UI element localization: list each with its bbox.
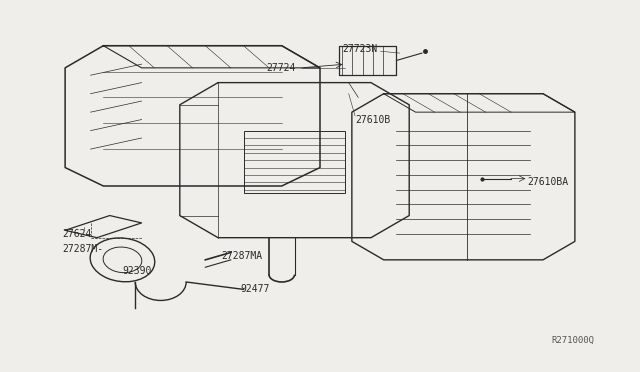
Text: 27610B: 27610B [355, 115, 390, 125]
Text: 27287M-: 27287M- [62, 244, 103, 254]
Text: 27624: 27624 [62, 229, 92, 239]
Text: 92477: 92477 [241, 284, 269, 294]
Text: 27724: 27724 [266, 63, 295, 73]
Text: R271000Q: R271000Q [551, 336, 594, 345]
Text: 27610BA: 27610BA [527, 177, 568, 187]
Text: 92390: 92390 [122, 266, 152, 276]
Text: 27287MA: 27287MA [221, 251, 262, 261]
Text: 27723N: 27723N [342, 44, 378, 54]
